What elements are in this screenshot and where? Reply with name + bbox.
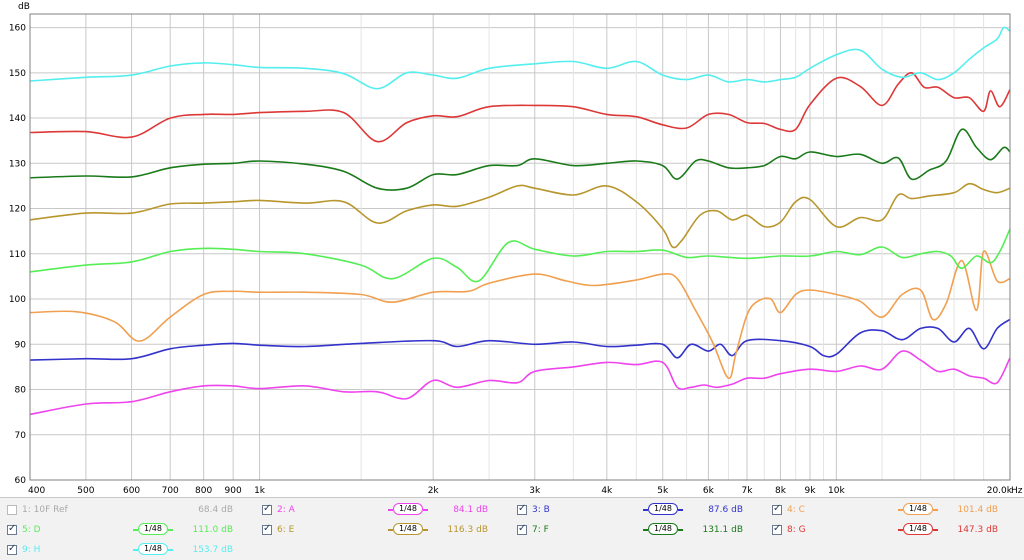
x-tick-label: 500 (77, 486, 94, 496)
legend-item: 9: H 1/48 153.7 dB (0, 540, 255, 560)
legend-value: 87.6 dB (708, 505, 743, 515)
smoothing-button[interactable]: 1/48 (643, 503, 683, 515)
x-tick-label: 2k (428, 486, 440, 496)
legend-value: 111.0 dB (192, 525, 233, 535)
smoothing-label: 1/48 (399, 504, 417, 513)
y-axis-unit: dB (18, 2, 30, 12)
x-tick-label: 20.0k (987, 486, 1013, 496)
smoothing-label: 1/48 (399, 524, 417, 533)
x-tick-label: 700 (162, 486, 179, 496)
x-tick-label: 4k (601, 486, 613, 496)
legend-item: 2: A 1/48 84.1 dB (255, 500, 510, 520)
legend-row: 9: H 1/48 153.7 dB (0, 540, 1024, 560)
smoothing-label: 1/48 (144, 524, 162, 533)
y-tick-label: 130 (9, 159, 26, 169)
plot-frame (29, 13, 1011, 481)
x-tick-label: 6k (703, 486, 715, 496)
legend-checkbox[interactable] (7, 543, 17, 555)
plot-background (30, 14, 1010, 480)
legend-name: 7: F (532, 525, 549, 535)
series-line-d (29, 228, 1011, 283)
y-tick-label: 70 (15, 431, 27, 441)
y-tick-label: 120 (9, 205, 26, 215)
legend-item: 3: B 1/48 87.6 dB (510, 500, 765, 520)
series-line-c (29, 250, 1011, 380)
x-tick-label: 400 (28, 486, 45, 496)
smoothing-button[interactable]: 1/48 (643, 523, 683, 535)
x-tick-label: 9k (804, 486, 816, 496)
legend-item: 1: 10F Ref 68.4 dB (0, 500, 255, 520)
y-tick-label: 100 (9, 295, 26, 305)
x-tick-label: 900 (225, 486, 242, 496)
x-tick-label: 7k (742, 486, 754, 496)
legend-value: 147.3 dB (957, 525, 998, 535)
legend-name: 1: 10F Ref (22, 505, 68, 515)
legend-name: 2: A (277, 505, 295, 515)
smoothing-button[interactable]: 1/48 (898, 523, 938, 535)
x-tick-label: 1k (254, 486, 266, 496)
smoothing-label: 1/48 (654, 504, 672, 513)
legend-value: 84.1 dB (453, 505, 488, 515)
legend-checkbox[interactable] (772, 503, 782, 515)
series-line-a (29, 350, 1011, 416)
series-line-g (29, 72, 1011, 143)
legend-item: 5: D 1/48 111.0 dB (0, 520, 255, 540)
legend-name: 8: G (787, 525, 806, 535)
smoothing-button[interactable]: 1/48 (898, 503, 938, 515)
legend-value: 153.7 dB (192, 545, 233, 555)
y-tick-label: 60 (15, 476, 27, 486)
smoothing-label: 1/48 (909, 504, 927, 513)
legend-panel: 1: 10F Ref 68.4 dB 2: A 1/48 84.1 dB 3: B 1/48… (0, 497, 1024, 560)
legend-checkbox[interactable] (772, 523, 782, 535)
legend-checkbox[interactable] (262, 523, 272, 535)
x-tick-label: 8k (775, 486, 787, 496)
smoothing-button[interactable]: 1/48 (388, 503, 428, 515)
legend-row: 5: D 1/48 111.0 dB 6: E 1/48 116.3 dB 7: F 1/48… (0, 520, 1024, 540)
legend-row: 1: 10F Ref 68.4 dB 2: A 1/48 84.1 dB 3: B 1/48… (0, 500, 1024, 520)
x-tick-label: 10k (828, 486, 845, 496)
smoothing-button[interactable]: 1/48 (388, 523, 428, 535)
smoothing-button[interactable]: 1/48 (133, 523, 173, 535)
legend-checkbox[interactable] (262, 503, 272, 515)
legend-value: 68.4 dB (198, 505, 233, 515)
legend-name: 3: B (532, 505, 550, 515)
legend-checkbox[interactable] (7, 505, 17, 515)
y-tick-label: 150 (9, 69, 26, 79)
tick-labels: 60 70 80 90 100 110 120 130 140 150 160 400 500 600 70… (9, 24, 1013, 496)
x-tick-label: 600 (123, 486, 140, 496)
legend-item: 8: G 1/48 147.3 dB (765, 520, 1020, 540)
x-tick-label: 5k (657, 486, 669, 496)
legend-item: 6: E 1/48 116.3 dB (255, 520, 510, 540)
legend-value: 116.3 dB (447, 525, 488, 535)
x-tick-label: 3k (529, 486, 541, 496)
legend-value: 131.1 dB (702, 525, 743, 535)
series-line-h (29, 26, 1011, 90)
legend-name: 6: E (277, 525, 295, 535)
y-tick-label: 140 (9, 114, 26, 124)
y-tick-label: 80 (15, 386, 27, 396)
y-tick-label: 90 (15, 340, 27, 350)
series-line-b (29, 318, 1011, 361)
smoothing-label: 1/48 (144, 544, 162, 553)
series-line-e (29, 182, 1011, 249)
legend-name: 9: H (22, 545, 41, 555)
x-axis-unit: Hz (1011, 486, 1023, 496)
legend-item: 4: C 1/48 101.4 dB (765, 500, 1020, 520)
legend-checkbox[interactable] (7, 523, 17, 535)
frequency-response-chart: 60 70 80 90 100 110 120 130 140 150 160 400 500 600 70… (9, 2, 1023, 496)
series-layer (29, 26, 1011, 416)
x-tick-label: 800 (195, 486, 212, 496)
y-tick-label: 110 (9, 250, 26, 260)
legend-checkbox[interactable] (517, 503, 527, 515)
legend-item: 7: F 1/48 131.1 dB (510, 520, 765, 540)
legend-value: 101.4 dB (957, 505, 998, 515)
smoothing-label: 1/48 (654, 524, 672, 533)
legend-name: 5: D (22, 525, 41, 535)
legend-checkbox[interactable] (517, 523, 527, 535)
smoothing-button[interactable]: 1/48 (133, 543, 173, 555)
y-tick-label: 160 (9, 24, 26, 34)
smoothing-label: 1/48 (909, 524, 927, 533)
series-line-f (29, 128, 1011, 191)
legend-name: 4: C (787, 505, 805, 515)
